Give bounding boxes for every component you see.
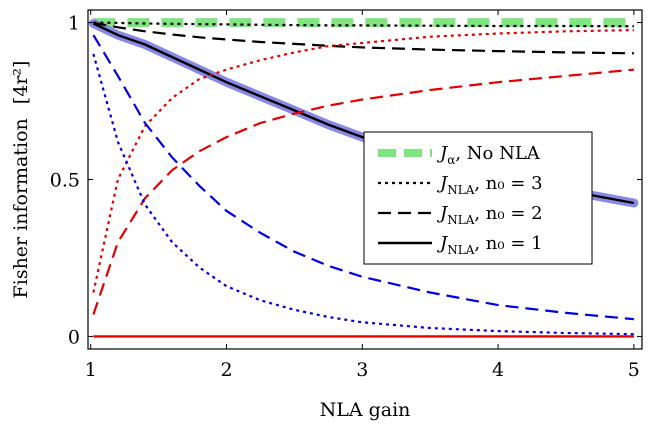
legend-label-nla-n0-2: JNLA, n₀ = 2 [436, 203, 543, 227]
y-axis-title: Fisher information [4r²] [10, 61, 32, 299]
y-tick-label: 1 [68, 13, 80, 35]
y-tick-label: 0.5 [50, 170, 80, 192]
x-tick-label: 5 [628, 359, 640, 381]
legend-label-nla-n0-3: JNLA, n₀ = 3 [436, 173, 543, 197]
y-axis-title-text: Fisher information [10, 118, 32, 298]
x-tick-label: 4 [492, 359, 504, 381]
y-axis-unit: [4r²] [10, 61, 32, 105]
legend: Jα, No NLA JNLA, n₀ = 3 JNLA, n₀ = 2 JNLA, … [363, 131, 593, 265]
series-line-nla-n0-3 [93, 21, 634, 28]
legend-label-nla-n0-1: JNLA, n₀ = 1 [436, 233, 543, 257]
series-line-red-dashed [92, 68, 635, 315]
series-line-red-dotted [92, 29, 634, 293]
series-line-nla-n0-2 [93, 21, 634, 55]
series-layer [88, 18, 639, 338]
x-tick-label: 2 [220, 359, 232, 381]
x-tick-label: 1 [85, 359, 97, 381]
y-tick-label: 0 [68, 326, 80, 348]
x-axis-title: NLA gain [320, 399, 411, 421]
ticks-layer: 1 2 3 4 5 0 0.5 1 [50, 10, 642, 381]
y-axis-title-group: Fisher information [4r²] [10, 61, 32, 299]
legend-label-J-alpha: Jα, No NLA [436, 143, 541, 167]
series-line-blue-dotted [92, 53, 634, 336]
series-line-blue-dashed [92, 34, 635, 321]
x-tick-label: 3 [356, 359, 368, 381]
